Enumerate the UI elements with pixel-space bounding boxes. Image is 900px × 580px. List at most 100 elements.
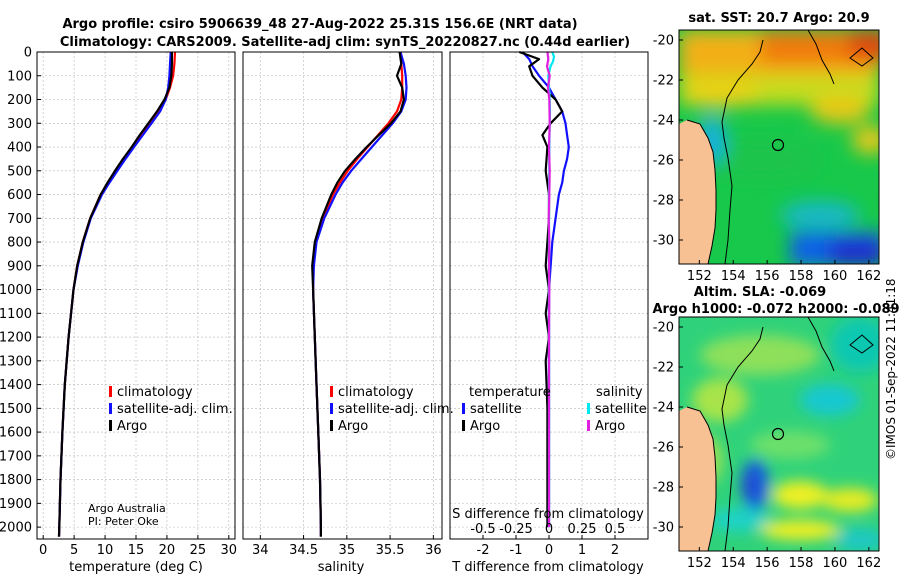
legend3-sal-argo-label: Argo — [595, 419, 625, 434]
y-tick-label: 100 — [7, 69, 32, 84]
x-tick-label: 1 — [578, 543, 586, 558]
map-x-tick-label: 156 — [755, 556, 780, 571]
map-y-tick-label: -20 — [653, 34, 674, 49]
y-tick-label: 1200 — [0, 331, 32, 346]
legend2-argo-label: Argo — [338, 419, 368, 434]
legend3-sal-argo-swatch — [587, 420, 590, 431]
x-tick-label: 20 — [159, 543, 176, 558]
map-x-tick-label: 154 — [721, 269, 746, 284]
map-x-tick-label: 162 — [856, 556, 881, 571]
sla-shelf-contour-west — [721, 326, 764, 551]
legend3-sal-satellite-label: satellite — [595, 402, 647, 417]
y-tick-label: 1600 — [0, 426, 32, 441]
credit-line-2: PI: Peter Oke — [88, 515, 159, 528]
legend-climatology-label: climatology — [117, 385, 193, 400]
s-tick-label: 0 — [545, 522, 553, 537]
y-tick-label: 1400 — [0, 378, 32, 393]
legend-satellite-label: satellite-adj. clim. — [117, 402, 233, 417]
x-tick-label: 0 — [39, 543, 47, 558]
y-tick-label: 1800 — [0, 473, 32, 488]
x-tick-label: -1 — [510, 543, 523, 558]
sla-reef-contour — [849, 334, 874, 354]
legend3-temp-heading: temperature — [469, 385, 551, 400]
legend3-temp-argo-label: Argo — [470, 419, 500, 434]
salinity-axes-frame — [242, 51, 443, 540]
x-tick-label: 10 — [97, 543, 114, 558]
sst-map-frame — [678, 29, 880, 265]
legend3-temp-argo-swatch — [462, 420, 465, 431]
legend3-temp-satellite-swatch — [462, 403, 465, 414]
imos-watermark: ©IMOS 01-Sep-2022 11:41:18 — [884, 278, 898, 460]
legend-argo-label: Argo — [117, 419, 147, 434]
y-tick-label: 1100 — [0, 307, 32, 322]
series-line-temperature-satellite — [521, 51, 570, 528]
x-tick-label: 36 — [425, 543, 442, 558]
legend2-satellite-label: satellite-adj. clim. — [338, 402, 454, 417]
sla-field — [687, 317, 879, 551]
map-x-tick-label: 160 — [823, 556, 848, 571]
sla-argo-marker — [771, 427, 785, 441]
map-x-tick-label: 156 — [755, 269, 780, 284]
sst-map-panel: sat. SST: 20.7 Argo: 20.9 — [653, 11, 881, 284]
y-tick-label: 700 — [7, 212, 32, 227]
y-tick-label: 800 — [7, 236, 32, 251]
legend-satellite-swatch — [109, 403, 112, 414]
sst-land — [679, 120, 716, 264]
y-tick-label: 600 — [7, 188, 32, 203]
y-tick-label: 200 — [7, 93, 32, 108]
difference-xlabel-t: T difference from climatology — [451, 560, 644, 575]
s-tick-label: 0.5 — [605, 522, 626, 537]
map-x-tick-label: 158 — [789, 269, 814, 284]
difference-legend: temperature satellite Argo salinity sate… — [462, 385, 647, 434]
x-tick-label: 15 — [128, 543, 145, 558]
temperature-panel: 0 100 200 300 400 500 600 700 800 900 1000 1100 1200… — [0, 46, 237, 576]
series-line-salinity-argo — [545, 51, 551, 528]
sst-argo-marker — [771, 138, 785, 152]
salinity-xlabel: salinity — [318, 560, 365, 575]
sst-shelf-contour-east — [807, 30, 835, 85]
sla-land — [679, 407, 716, 551]
salinity-panel: 34 34.5 35 35.5 36 salinity climatology sate… — [242, 51, 454, 575]
x-tick-label: 0 — [545, 543, 553, 558]
legend3-temp-satellite-label: satellite — [470, 402, 522, 417]
y-tick-label: 500 — [7, 164, 32, 179]
map-x-tick-label: 154 — [721, 556, 746, 571]
difference-panel: -2 -1 0 1 2 -0.5 -0.25 0 0.25 0.5 T difference fr… — [449, 50, 649, 575]
legend2-argo-swatch — [330, 420, 333, 431]
series-line-satellite-adj-clim- — [312, 51, 408, 537]
map-y-tick-label: -22 — [653, 361, 674, 376]
map-y-tick-label: -20 — [653, 321, 674, 336]
y-tick-label: 1900 — [0, 497, 32, 512]
x-tick-label: 35.5 — [376, 543, 405, 558]
sst-map-title: sat. SST: 20.7 Argo: 20.9 — [688, 11, 869, 26]
difference-grid — [450, 51, 648, 539]
sst-reef-contour — [849, 47, 874, 67]
sla-map-frame — [678, 316, 880, 552]
legend3-sal-satellite-swatch — [587, 403, 590, 414]
y-tick-label: 400 — [7, 141, 32, 156]
salinity-legend: climatology satellite-adj. clim. Argo — [330, 385, 454, 434]
y-tick-label: 1300 — [0, 354, 32, 369]
s-tick-label: 0.25 — [568, 522, 597, 537]
sla-map-title: Altim. SLA: -0.069 — [694, 285, 826, 300]
y-tick-label: 300 — [7, 117, 32, 132]
map-x-tick-label: 160 — [823, 269, 848, 284]
series-line-satellite-adj-clim- — [57, 51, 172, 537]
series-line-argo — [57, 52, 173, 537]
map-y-tick-label: -28 — [653, 481, 674, 496]
s-tick-label: -0.25 — [499, 522, 533, 537]
legend2-satellite-swatch — [330, 403, 333, 414]
sst-coastline — [686, 119, 717, 264]
sst-shelf-contour-west — [721, 39, 764, 264]
sla-shelf-contour-east — [807, 317, 835, 372]
series-line-argo — [311, 51, 405, 537]
map-y-tick-label: -24 — [653, 114, 674, 129]
y-tick-label: 900 — [7, 259, 32, 274]
series-line-climatology — [57, 51, 177, 537]
x-tick-label: 2 — [611, 543, 619, 558]
difference-xlabel-s: S difference from climatology — [452, 507, 644, 522]
legend2-climatology-label: climatology — [338, 385, 414, 400]
map-y-tick-label: -30 — [653, 521, 674, 536]
y-tick-label: 1000 — [0, 283, 32, 298]
